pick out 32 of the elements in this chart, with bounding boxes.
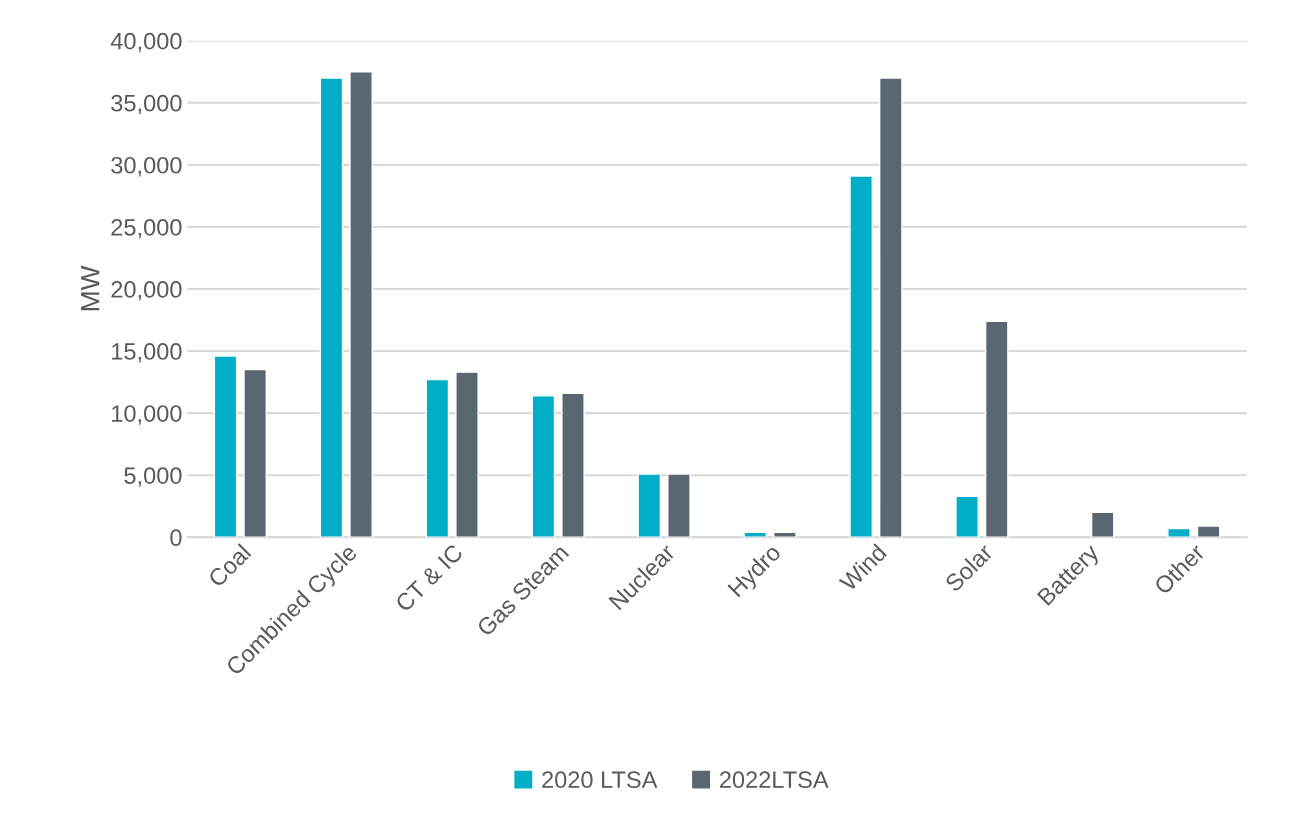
bar bbox=[425, 378, 450, 538]
bar bbox=[878, 77, 903, 538]
bar bbox=[849, 175, 873, 538]
y-tick-label: 35,000 bbox=[111, 94, 182, 115]
bar bbox=[1167, 527, 1191, 538]
bar bbox=[531, 395, 556, 538]
bar bbox=[667, 473, 691, 538]
bar bbox=[1090, 511, 1115, 538]
y-tick-label: 15,000 bbox=[112, 343, 182, 363]
bar bbox=[1196, 525, 1221, 538]
legend-label: 2022LTSA bbox=[719, 771, 829, 789]
bar bbox=[984, 320, 1009, 538]
bar bbox=[455, 371, 479, 538]
legend-label: 2020 LTSA bbox=[542, 771, 658, 789]
y-tick-label: 20,000 bbox=[111, 281, 182, 301]
y-tick-label: 25,000 bbox=[111, 218, 182, 239]
y-tick-label: 30,000 bbox=[111, 156, 182, 177]
y-axis-title: MW bbox=[81, 265, 100, 311]
bar bbox=[773, 531, 797, 538]
bar bbox=[637, 473, 662, 538]
y-tick-label: 5,000 bbox=[124, 467, 182, 487]
bar bbox=[955, 495, 979, 538]
y-tick-label: 0 bbox=[170, 529, 182, 547]
y-tick-label: 40,000 bbox=[110, 32, 182, 53]
bar bbox=[743, 531, 768, 538]
y-tick-label: 10,000 bbox=[112, 405, 182, 425]
bar bbox=[243, 368, 267, 538]
bar bbox=[213, 355, 238, 538]
bar bbox=[319, 77, 344, 538]
bar bbox=[349, 71, 373, 538]
bar bbox=[561, 392, 585, 538]
x-tick-label: CT & IC bbox=[394, 543, 464, 613]
